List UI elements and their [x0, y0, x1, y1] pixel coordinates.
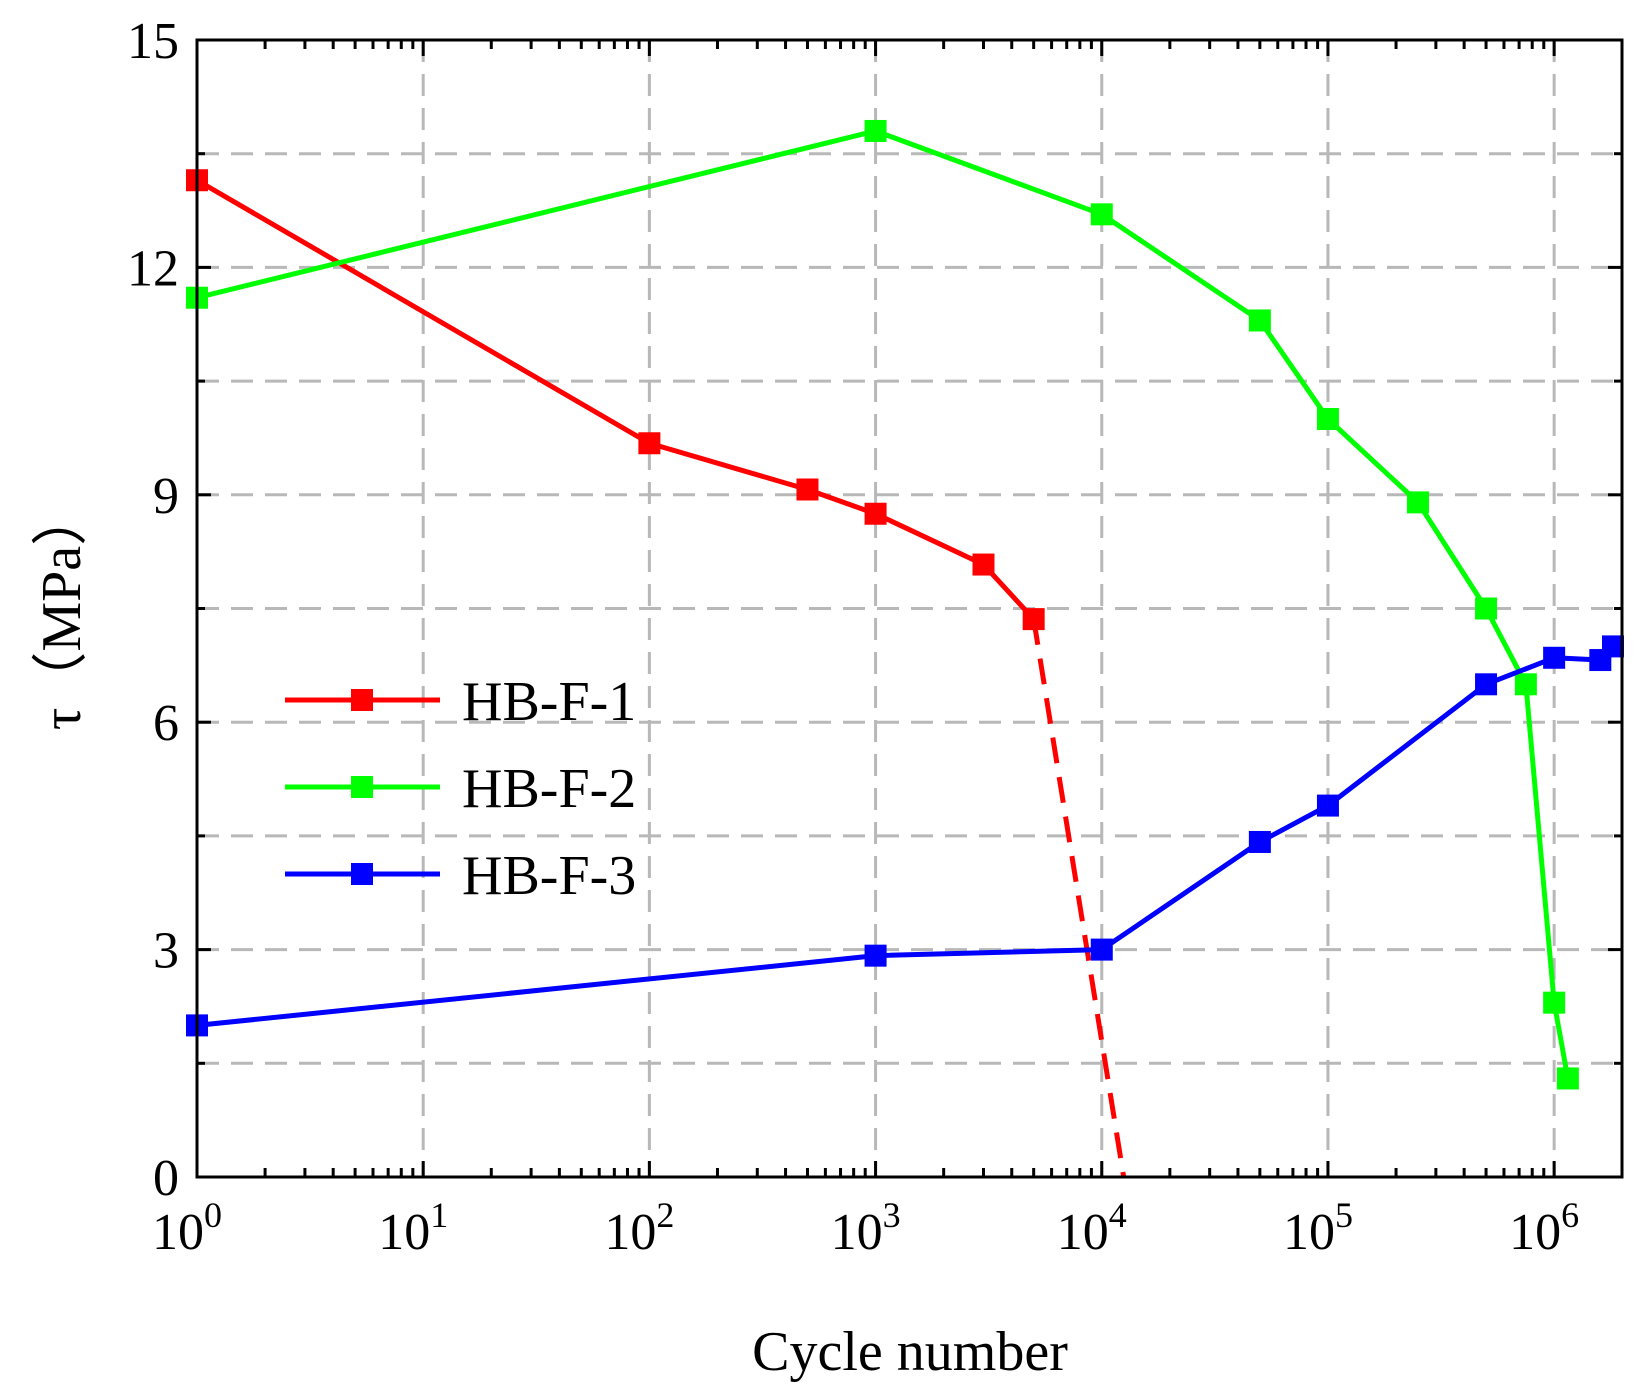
x-tick-label: 106: [1509, 1195, 1579, 1261]
legend-item-HB-F-2: HB-F-2: [285, 758, 636, 820]
data-point: [1514, 673, 1537, 696]
legend-label: HB-F-3: [462, 845, 636, 907]
label-layer: 0 3 6 9 12 15 100 101 102 103 104 105 106: [127, 13, 1579, 1261]
series-line: [195, 178, 1036, 621]
y-tick-label: 6: [153, 695, 179, 752]
data-point: [1316, 794, 1339, 817]
series-layer: [186, 119, 1624, 1178]
y-tick-label: 9: [153, 468, 179, 525]
x-tick-label: 103: [831, 1195, 901, 1261]
legend-item-HB-F-3: HB-F-3: [285, 845, 636, 907]
series-HB-F-3: [186, 635, 1624, 1037]
x-tick-label: 101: [378, 1195, 448, 1261]
data-point: [1556, 1067, 1579, 1090]
x-tick-label: 100: [152, 1195, 222, 1261]
legend-label: HB-F-1: [462, 671, 636, 733]
y-tick-label: 12: [127, 240, 179, 297]
legend: HB-F-1 HB-F-2 HB-F-3: [285, 671, 636, 907]
data-point: [864, 119, 887, 142]
series-HB-F-2: [186, 119, 1579, 1090]
data-point: [1406, 491, 1429, 514]
y-axis-unit: （MPa）: [31, 490, 93, 708]
legend-marker: [351, 776, 373, 798]
data-point: [1090, 938, 1113, 961]
legend-marker: [351, 689, 373, 711]
data-point: [796, 478, 819, 501]
data-point: [1248, 830, 1271, 853]
data-point: [1090, 203, 1113, 226]
data-point: [1475, 673, 1498, 696]
y-tick-label: 0: [153, 1150, 179, 1207]
data-point: [1022, 608, 1045, 631]
series-extrapolation: [1031, 618, 1127, 1178]
legend-marker: [351, 863, 373, 885]
data-point: [1602, 635, 1624, 658]
tick-layer: [195, 38, 1622, 1179]
series-line: [196, 128, 1571, 1079]
y-tick-label: 15: [127, 13, 179, 70]
y-axis-symbol: τ: [31, 708, 93, 731]
legend-label: HB-F-2: [462, 758, 636, 820]
y-axis-title: τ（MPa）: [31, 490, 93, 730]
data-point: [972, 553, 995, 576]
data-point: [1475, 597, 1498, 620]
x-tick-label: 104: [1057, 1195, 1127, 1261]
x-tick-label: 102: [604, 1195, 674, 1261]
y-tick-label: 3: [153, 923, 179, 980]
legend-item-HB-F-1: HB-F-1: [285, 671, 636, 733]
grid-layer: [197, 40, 1622, 1177]
x-tick-label: 105: [1283, 1195, 1353, 1261]
data-point: [864, 502, 887, 525]
data-point: [1543, 991, 1566, 1014]
x-axis-title: Cycle number: [752, 1321, 1068, 1383]
data-point: [1543, 646, 1566, 669]
series-HB-F-1: [186, 169, 1127, 1178]
data-point: [864, 944, 887, 967]
data-point: [1316, 408, 1339, 430]
svg-text:τ（MPa）: τ（MPa）: [31, 490, 93, 730]
data-point: [1248, 309, 1271, 332]
data-point: [638, 432, 661, 455]
